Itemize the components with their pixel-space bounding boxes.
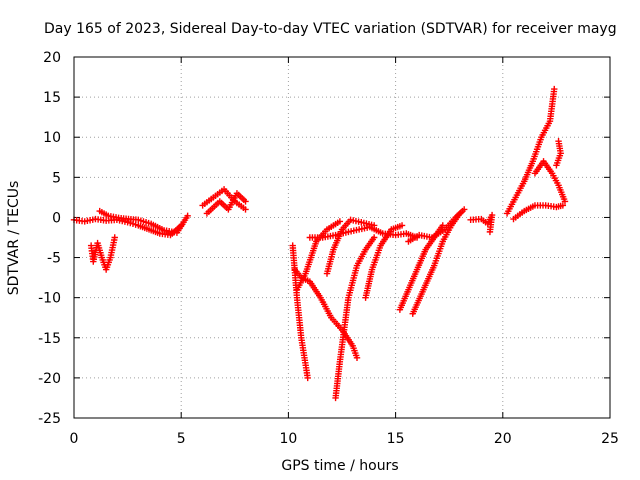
data-point bbox=[370, 222, 378, 229]
x-tick-label: 5 bbox=[177, 431, 186, 447]
series-seg12 bbox=[362, 222, 406, 301]
data-point bbox=[370, 234, 378, 241]
series-seg6 bbox=[289, 242, 311, 382]
series-seg13 bbox=[396, 222, 446, 313]
data-point bbox=[336, 218, 344, 225]
series-seg8 bbox=[293, 218, 344, 293]
data-point bbox=[559, 202, 567, 209]
series-seg10 bbox=[332, 234, 378, 402]
x-tick-label: 10 bbox=[279, 431, 297, 447]
y-tick-label: -15 bbox=[38, 331, 61, 347]
series-seg5 bbox=[203, 190, 249, 217]
series-seg7 bbox=[291, 266, 361, 362]
series-seg16 bbox=[467, 211, 496, 236]
x-axis-label: GPS time / hours bbox=[281, 458, 398, 474]
data-point bbox=[486, 228, 494, 236]
data-point bbox=[184, 212, 191, 220]
data-point bbox=[111, 234, 118, 241]
x-axis-ticks: 0 5 10 15 20 25 bbox=[70, 57, 619, 447]
series-seg4 bbox=[199, 186, 249, 213]
x-tick-label: 15 bbox=[387, 431, 405, 447]
x-tick-label: 20 bbox=[494, 431, 512, 447]
x-tick-label: 0 bbox=[70, 431, 79, 447]
data-point bbox=[242, 206, 249, 213]
data-markers bbox=[70, 85, 569, 402]
series-seg2 bbox=[96, 207, 191, 236]
chart-title: Day 165 of 2023, Sidereal Day-to-day VTE… bbox=[44, 21, 617, 37]
y-tick-label: 10 bbox=[43, 130, 61, 146]
y-tick-label: 0 bbox=[52, 210, 61, 226]
series-seg11 bbox=[323, 216, 378, 277]
series-seg19 bbox=[531, 158, 569, 205]
series-seg20 bbox=[553, 138, 564, 169]
series-seg17 bbox=[503, 85, 558, 217]
y-tick-label: -20 bbox=[38, 371, 61, 387]
data-point bbox=[304, 374, 311, 382]
series-seg15 bbox=[405, 206, 468, 245]
data-point bbox=[353, 354, 361, 362]
data-point bbox=[551, 85, 558, 93]
y-tick-label: -10 bbox=[38, 291, 61, 307]
data-point bbox=[398, 222, 406, 229]
y-tick-label: 15 bbox=[43, 90, 61, 106]
data-point bbox=[553, 162, 560, 169]
y-axis-label: SDTVAR / TECUs bbox=[6, 181, 22, 296]
series-seg9 bbox=[306, 223, 421, 241]
y-tick-label: -25 bbox=[38, 411, 61, 427]
data-point bbox=[242, 198, 249, 205]
y-tick-label: 5 bbox=[52, 170, 61, 186]
x-tick-label: 25 bbox=[601, 431, 619, 447]
y-tick-label: 20 bbox=[43, 50, 61, 66]
data-point bbox=[461, 206, 468, 213]
data-point bbox=[439, 222, 446, 229]
y-tick-label: -5 bbox=[47, 251, 61, 267]
series-seg3 bbox=[87, 234, 118, 273]
plot-frame bbox=[73, 56, 611, 419]
data-point bbox=[561, 198, 569, 205]
y-axis-ticks: -25 -20 -15 -10 -5 0 5 10 15 20 bbox=[38, 50, 610, 427]
series-seg18 bbox=[510, 202, 567, 223]
